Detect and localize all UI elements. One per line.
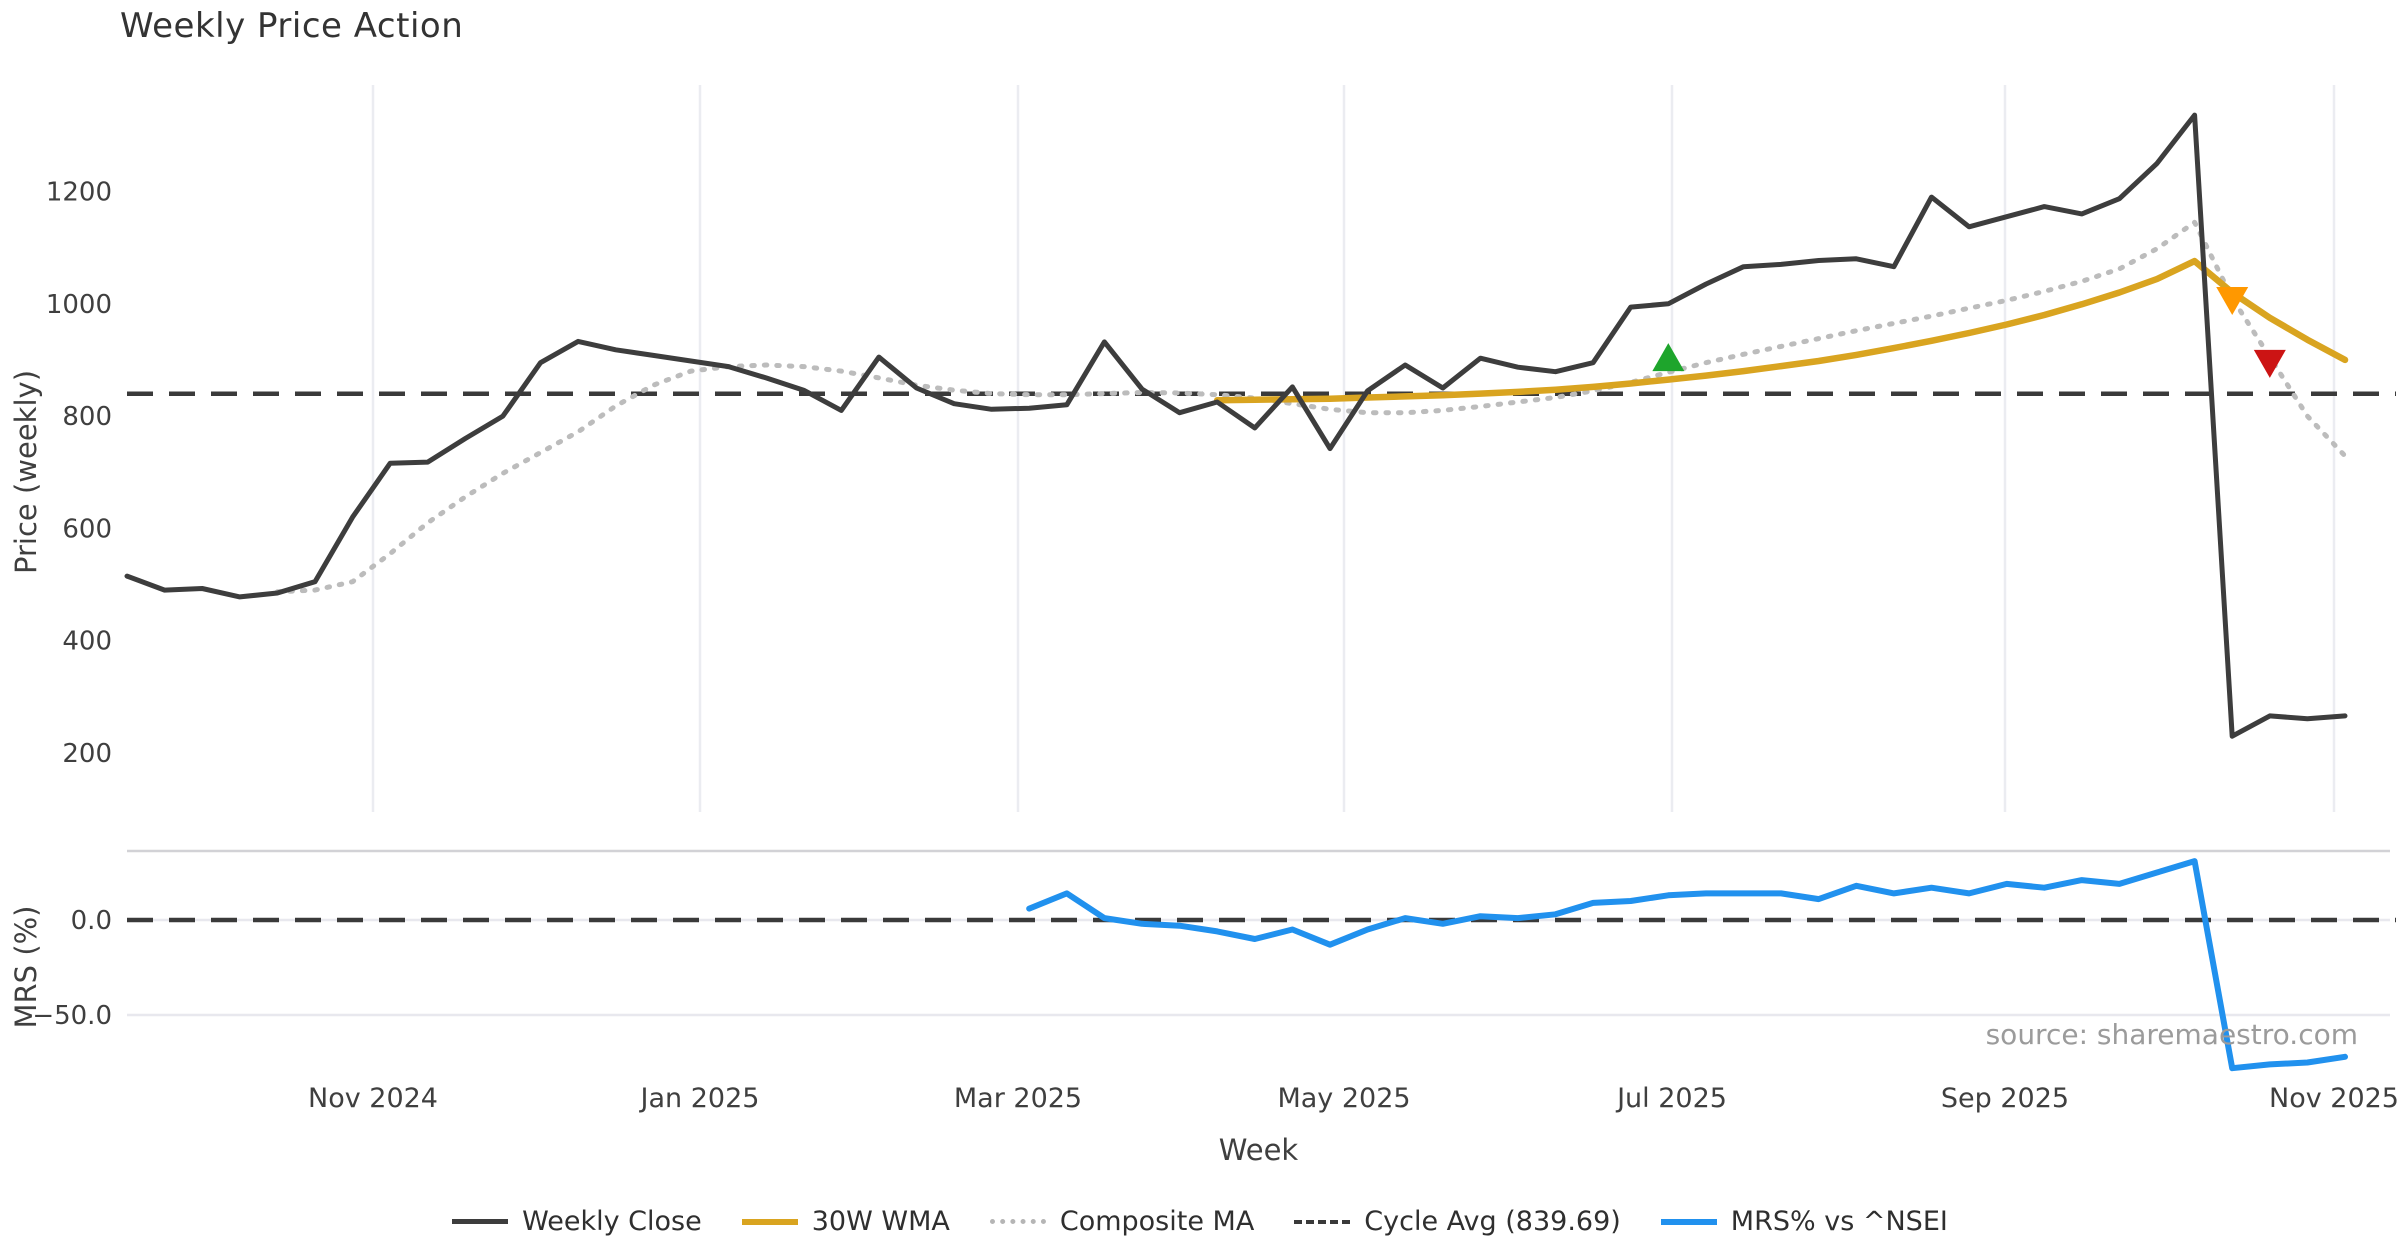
legend-swatch-dashed-dark — [1294, 1219, 1351, 1224]
legend-swatch-dotted-gray — [989, 1219, 1046, 1224]
x-tick-label: Sep 2025 — [1941, 1083, 2069, 1114]
legend-item: Composite MA — [989, 1206, 1255, 1237]
sell-signal-marker — [2253, 349, 2286, 378]
mrs-y-tick-label: −50.0 — [32, 1001, 112, 1031]
legend-swatch-solid-dark — [452, 1219, 509, 1224]
chart-legend: Weekly Close 30W WMA Composite MA Cycle Avg… — [0, 1206, 2400, 1237]
legend-item: Cycle Avg (839.69) — [1294, 1206, 1621, 1237]
sell-signal-marker — [2216, 286, 2249, 315]
legend-label: Cycle Avg (839.69) — [1364, 1206, 1621, 1237]
legend-item: Weekly Close — [452, 1206, 702, 1237]
price-y-tick-label: 600 — [62, 514, 112, 544]
source-attribution: source: sharemaestro.com — [1985, 1018, 2358, 1051]
x-tick-label: Jul 2025 — [1615, 1083, 1727, 1114]
legend-label: MRS% vs ^NSEI — [1730, 1206, 1948, 1237]
legend-item: MRS% vs ^NSEI — [1660, 1206, 1948, 1237]
price-y-tick-label: 800 — [62, 402, 112, 432]
legend-swatch-solid-blue — [1660, 1218, 1717, 1225]
legend-label: 30W WMA — [811, 1206, 950, 1237]
legend-item: 30W WMA — [741, 1206, 950, 1237]
mrs-y-tick-label: 0.0 — [71, 906, 112, 936]
x-tick-label: May 2025 — [1277, 1083, 1410, 1114]
legend-label: Weekly Close — [522, 1206, 702, 1237]
x-axis-title: Week — [1219, 1133, 1299, 1167]
weekly-close-line — [124, 112, 2348, 739]
price-y-tick-label: 200 — [62, 739, 112, 769]
x-tick-label: Mar 2025 — [954, 1083, 1082, 1114]
composite-ma-line — [274, 219, 2348, 595]
x-tick-label: Nov 2025 — [2269, 1083, 2399, 1114]
price-y-axis-title: Price (weekly) — [9, 370, 43, 574]
price-y-tick-label: 1200 — [46, 177, 112, 207]
chart-title: Weekly Price Action — [120, 6, 464, 46]
price-y-tick-label: 400 — [62, 627, 112, 657]
legend-label: Composite MA — [1059, 1206, 1255, 1237]
x-tick-label: Jan 2025 — [639, 1083, 760, 1114]
x-tick-label: Nov 2024 — [308, 1083, 438, 1114]
mrs-y-axis-title: MRS (%) — [9, 906, 43, 1029]
mrs-line — [1026, 858, 2348, 1072]
wma-30w-line — [1213, 257, 2349, 404]
buy-signal-marker — [1652, 343, 1685, 372]
price-y-tick-label: 1000 — [46, 290, 112, 320]
legend-swatch-solid-gold — [741, 1218, 798, 1225]
